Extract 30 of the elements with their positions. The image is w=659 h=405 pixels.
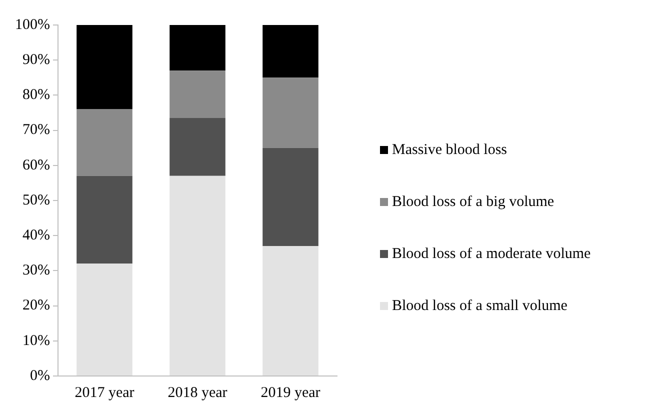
bar: [262, 148, 318, 246]
legend-label: Blood loss of a moderate volume: [392, 245, 591, 264]
y-tick-label: 20%: [22, 298, 50, 314]
x-tick-label: 2017 year: [74, 384, 134, 401]
x-tick-label: 2019 year: [260, 384, 320, 401]
y-tick-label: 10%: [22, 332, 50, 349]
legend-label: Blood loss of a big volume: [392, 193, 554, 212]
bar: [76, 25, 132, 110]
y-tick-label: 40%: [22, 228, 50, 244]
bar: [76, 264, 132, 376]
y-tick-label: 90%: [22, 52, 50, 68]
y-tick-label: 70%: [22, 122, 50, 138]
bar: [76, 176, 132, 264]
bar: [262, 78, 318, 148]
bar: [170, 176, 226, 376]
bar: [170, 25, 226, 71]
x-tick-label: 2018 year: [168, 384, 228, 401]
bar: [76, 109, 132, 176]
y-tick-label: 0%: [30, 368, 50, 384]
bar: [170, 118, 226, 176]
bar: [170, 70, 226, 118]
legend-label: Massive blood loss: [392, 141, 508, 160]
y-tick-label: 60%: [22, 157, 50, 174]
y-tick-label: 100%: [14, 16, 50, 33]
legend-label: Blood loss of a small volume: [392, 297, 568, 316]
bar: [262, 246, 318, 376]
bar: [262, 25, 318, 78]
y-tick-label: 80%: [22, 87, 50, 104]
y-tick-label: 50%: [22, 192, 50, 208]
y-tick-label: 30%: [22, 262, 50, 279]
